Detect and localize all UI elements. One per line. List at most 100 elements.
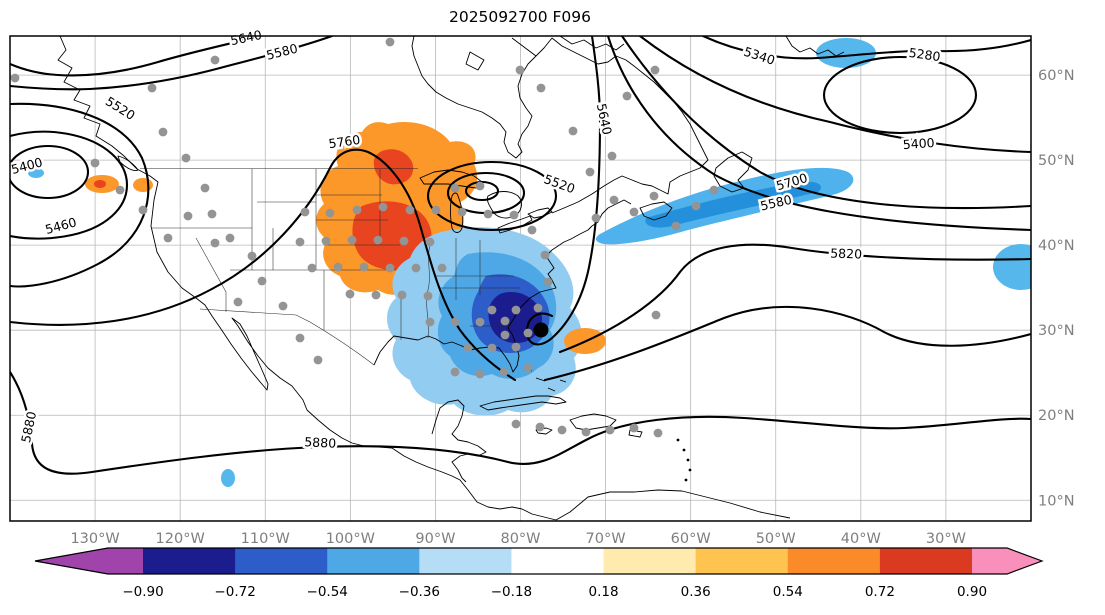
- contour-label-5520: 5520: [542, 171, 577, 196]
- station-dot: [431, 205, 441, 215]
- colorbar-tick-label: −0.18: [491, 584, 532, 600]
- colorbar-tick-label: −0.54: [307, 584, 348, 600]
- contour-5400-east: [638, 36, 1031, 154]
- station-dot: [533, 303, 543, 313]
- colorbar-segment: [511, 548, 605, 574]
- colorbar-segment: [695, 548, 789, 574]
- station-dot: [653, 428, 663, 438]
- station-dot: [475, 181, 485, 191]
- contour-mid-atlantic-unlabeled: [543, 305, 1031, 382]
- station-dot: [650, 65, 660, 75]
- contour-label-5520: 5520: [103, 93, 138, 123]
- colorbar-tick-label: 0.72: [865, 584, 895, 600]
- contour-5520-west: [10, 102, 150, 288]
- contour-layer: [10, 36, 1031, 475]
- shading-positive-patch-west-coast-core: [94, 180, 106, 188]
- station-dot: [691, 201, 701, 211]
- colorbar-layer: −0.90 −0.72 −0.54 −0.36 −0.18 0.18 0.36 0.54 0.7…: [34, 547, 1044, 600]
- station-dot: [568, 126, 578, 136]
- station-dot: [423, 291, 433, 301]
- station-dot: [163, 233, 173, 243]
- station-dot: [181, 153, 191, 163]
- station-dot: [385, 37, 395, 47]
- station-dot: [515, 65, 525, 75]
- contour-5280-closed-low: [822, 55, 978, 135]
- contour-label-5400: 5400: [902, 135, 935, 152]
- station-dot: [321, 236, 331, 246]
- station-dot: [605, 425, 615, 435]
- station-dot: [399, 236, 409, 246]
- station-dot: [295, 333, 305, 343]
- highlight-marker: [533, 322, 549, 338]
- lon-tick-label: 50°W: [756, 531, 796, 547]
- station-dot: [411, 263, 421, 273]
- station-dot: [10, 73, 20, 83]
- station-dot: [543, 277, 553, 287]
- station-dot: [557, 425, 567, 435]
- contour-label-5460: 5460: [44, 214, 79, 237]
- shading-positive-patch-west-coast-b: [133, 178, 153, 192]
- station-dot: [585, 167, 595, 177]
- map-frame: [9, 35, 1032, 522]
- coastline-puerto-rico: [628, 429, 643, 438]
- station-dot: [475, 369, 485, 379]
- lon-tick-label: 30°W: [926, 531, 966, 547]
- station-dot: [425, 317, 435, 327]
- coastline-gulf-eastcoast: [373, 199, 632, 373]
- lake-ontario: [527, 207, 553, 219]
- station-dot: [535, 422, 545, 432]
- contour-label-5580: 5580: [265, 40, 300, 62]
- station-dot: [210, 238, 220, 248]
- station-dot: [210, 55, 220, 65]
- contour-label-5880: 5880: [304, 434, 337, 451]
- station-dot: [90, 158, 100, 168]
- station-dot: [523, 328, 533, 338]
- station-dot: [278, 301, 288, 311]
- station-dot: [536, 83, 546, 93]
- station-dot: [371, 290, 381, 300]
- station-dot: [500, 330, 510, 340]
- station-dot: [450, 367, 460, 377]
- station-dot: [499, 367, 509, 377]
- station-dot: [425, 237, 435, 247]
- lat-tick-label: 40°N: [1038, 238, 1075, 254]
- station-dot: [147, 83, 157, 93]
- coastline-nova-scotia: [639, 201, 673, 221]
- station-dot: [207, 209, 217, 219]
- lat-tick-label: 10°N: [1038, 493, 1075, 509]
- colorbar-tick-label: 0.54: [773, 584, 803, 600]
- station-dot: [511, 419, 521, 429]
- lake-erie: [497, 215, 533, 234]
- station-dot: [325, 208, 335, 218]
- station-dot: [352, 205, 362, 215]
- station-dot: [581, 427, 591, 437]
- contour-5640-topleft: [10, 36, 264, 77]
- station-dot: [385, 263, 395, 273]
- shading-negative-patch-right-edge: [993, 244, 1031, 290]
- station-dot: [295, 237, 305, 247]
- contour-5880-subtropical: [10, 370, 1031, 475]
- lon-tick-label: 110°W: [241, 531, 290, 547]
- lon-tick-label: 70°W: [586, 531, 626, 547]
- station-dot: [511, 342, 521, 352]
- station-dot: [622, 91, 632, 101]
- coastline-st-lawrence: [551, 179, 615, 214]
- colorbar-tick-label: 0.90: [957, 584, 987, 600]
- station-dot: [540, 250, 550, 260]
- station-dot: [233, 297, 243, 307]
- colorbar-segment: [143, 548, 236, 574]
- station-dot: [487, 343, 497, 353]
- shading-positive-midwest-core: [352, 201, 432, 271]
- contour-5460-nw: [10, 130, 128, 240]
- station-dot: [671, 221, 681, 231]
- station-dot: [463, 343, 473, 353]
- coastline-hudson-bay: [411, 36, 553, 159]
- station-dot: [629, 423, 639, 433]
- station-dot: [487, 305, 497, 315]
- station-dot: [527, 225, 537, 235]
- shading-negative-patch-nw-low: [28, 168, 44, 178]
- contour-label-5640: 5640: [594, 102, 615, 136]
- contour-5820-atlantic: [558, 243, 1031, 354]
- us-mexico-border: [199, 308, 375, 366]
